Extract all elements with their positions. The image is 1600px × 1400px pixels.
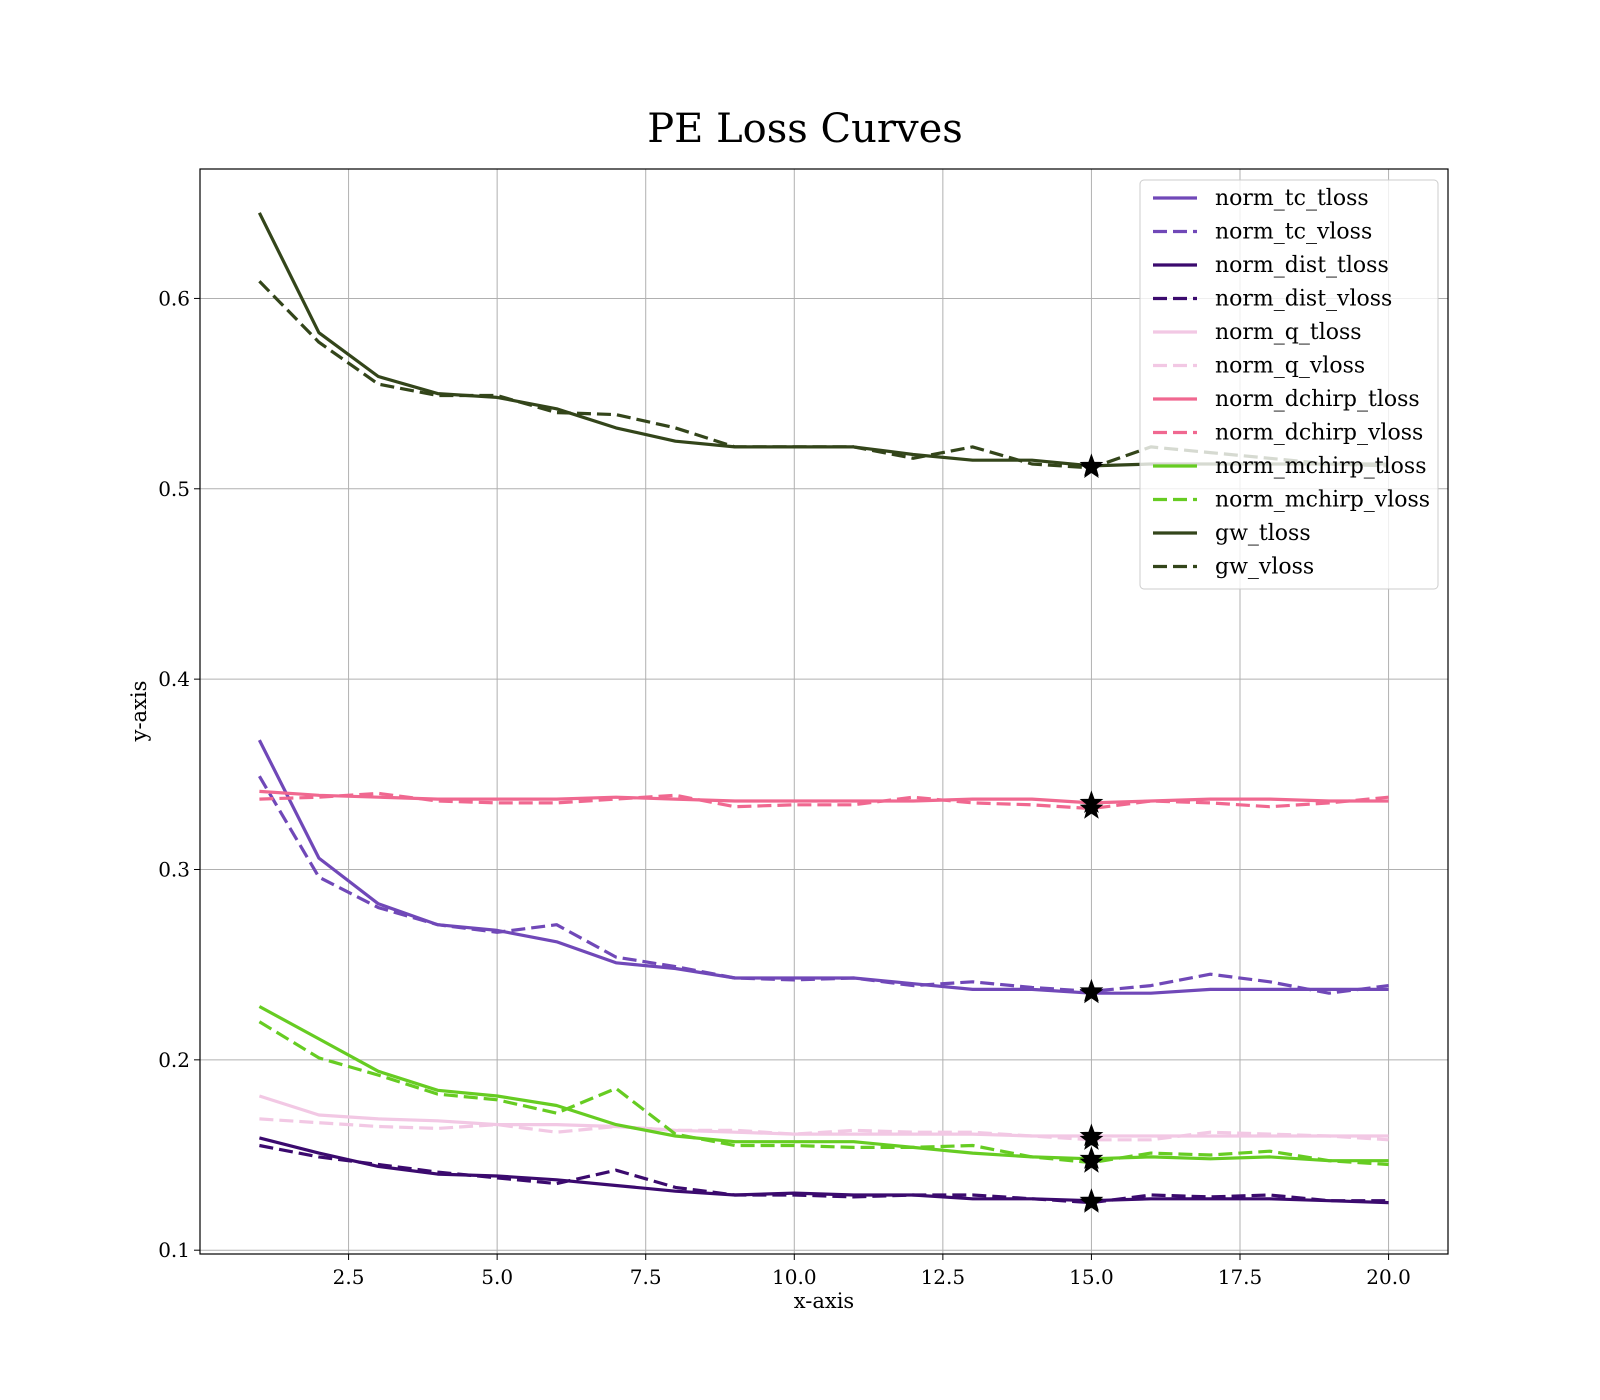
y-tick-label: 0.2 <box>158 1048 190 1072</box>
legend-label: norm_dchirp_vloss <box>1215 421 1423 446</box>
x-tick-label: 12.5 <box>921 1265 966 1289</box>
legend-label: norm_q_tloss <box>1215 320 1362 345</box>
series-line-norm-dchirp-vloss <box>259 791 1389 811</box>
series-line-norm-tc-tloss <box>257 739 1389 995</box>
y-ticks: 0.1 0.2 0.3 0.4 0.5 0.6 <box>158 286 200 1262</box>
x-tick-label: 17.5 <box>1218 1265 1263 1289</box>
x-axis-label: x-axis <box>794 1289 854 1313</box>
best-epoch-markers <box>1079 453 1104 1213</box>
x-tick-label: 2.5 <box>333 1265 365 1289</box>
series-line-norm-q-tloss <box>258 1094 1389 1138</box>
legend-label: norm_mchirp_tloss <box>1215 454 1426 479</box>
x-tick-label: 20.0 <box>1366 1265 1411 1289</box>
best-epoch-star <box>1079 978 1104 1002</box>
chart-title: PE Loss Curves <box>647 106 963 152</box>
x-tick-label: 10.0 <box>772 1265 817 1289</box>
legend-label: norm_tc_tloss <box>1215 186 1369 211</box>
legend-label: gw_tloss <box>1215 521 1311 546</box>
x-tick-label: 5.0 <box>481 1265 513 1289</box>
legend-label: norm_tc_vloss <box>1215 220 1372 245</box>
y-tick-label: 0.3 <box>158 857 190 881</box>
series-line-norm-dchirp-tloss <box>259 789 1389 805</box>
best-epoch-star <box>1079 1190 1104 1213</box>
best-epoch-star <box>1079 1150 1104 1173</box>
legend-label: norm_q_vloss <box>1215 354 1365 379</box>
y-tick-label: 0.5 <box>158 477 190 501</box>
series-line-norm-mchirp-vloss <box>258 1020 1389 1167</box>
best-epoch-star <box>1079 1127 1104 1150</box>
legend-box <box>1139 179 1439 590</box>
legend-label: norm_dist_vloss <box>1215 287 1392 312</box>
series-line-norm-tc-vloss <box>258 775 1389 995</box>
best-epoch-star <box>1079 455 1104 478</box>
legend-label: norm_dist_tloss <box>1215 253 1389 278</box>
series-line-gw-vloss <box>258 280 1389 470</box>
legend-label: gw_vloss <box>1215 555 1314 580</box>
plot-frame <box>199 168 1449 1255</box>
legend: norm_tc_tloss norm_tc_vloss norm_dist_tlos… <box>1139 179 1439 590</box>
legend-label: norm_dchirp_tloss <box>1215 387 1420 412</box>
series-line-norm-dist-vloss <box>259 1143 1389 1205</box>
best-epoch-star <box>1079 796 1104 819</box>
y-tick-label: 0.1 <box>158 1238 190 1262</box>
x-ticks: 2.5 5.0 7.5 10.0 12.5 15.0 17.5 20.0 <box>333 1254 1411 1289</box>
series-line-norm-q-vloss <box>259 1117 1389 1142</box>
x-tick-label: 15.0 <box>1069 1265 1114 1289</box>
legend-label: norm_mchirp_vloss <box>1215 488 1430 513</box>
series-line-norm-mchirp-tloss <box>258 1005 1389 1163</box>
y-axis-label: y-axis <box>127 681 151 743</box>
x-tick-label: 7.5 <box>630 1265 662 1289</box>
y-tick-label: 0.6 <box>158 286 190 310</box>
y-tick-label: 0.4 <box>158 667 190 691</box>
